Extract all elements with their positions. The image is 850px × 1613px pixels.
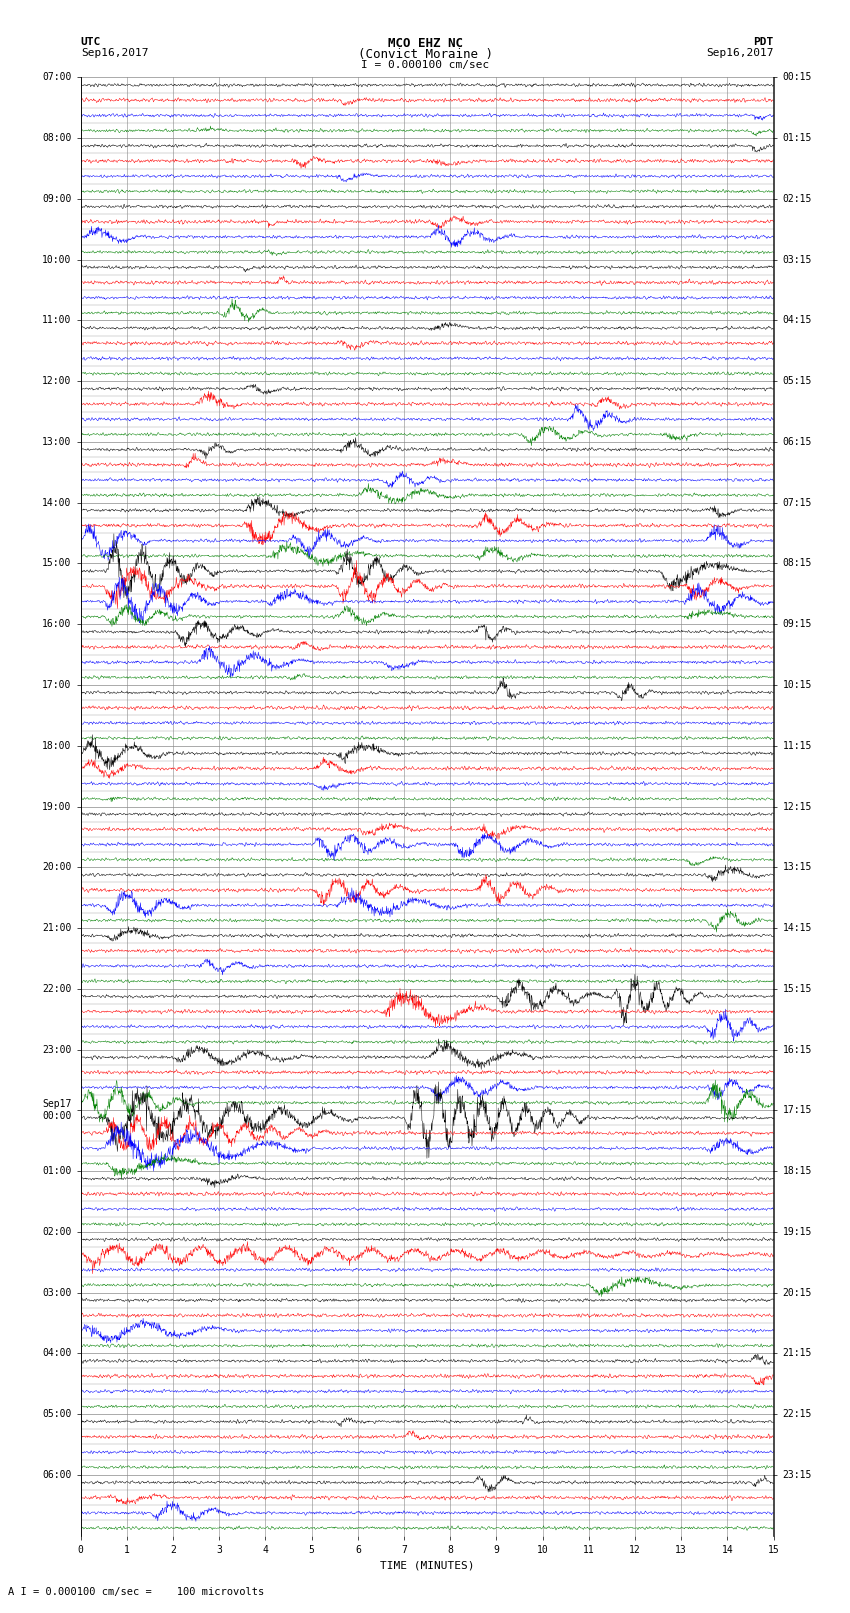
Text: Sep16,2017: Sep16,2017 [706, 48, 774, 58]
Text: UTC: UTC [81, 37, 101, 47]
Text: PDT: PDT [753, 37, 774, 47]
Text: A I = 0.000100 cm/sec =    100 microvolts: A I = 0.000100 cm/sec = 100 microvolts [8, 1587, 264, 1597]
Text: (Convict Moraine ): (Convict Moraine ) [358, 48, 492, 61]
Text: Sep16,2017: Sep16,2017 [81, 48, 148, 58]
Text: I = 0.000100 cm/sec: I = 0.000100 cm/sec [361, 60, 489, 69]
Text: MCO EHZ NC: MCO EHZ NC [388, 37, 462, 50]
X-axis label: TIME (MINUTES): TIME (MINUTES) [380, 1560, 474, 1569]
